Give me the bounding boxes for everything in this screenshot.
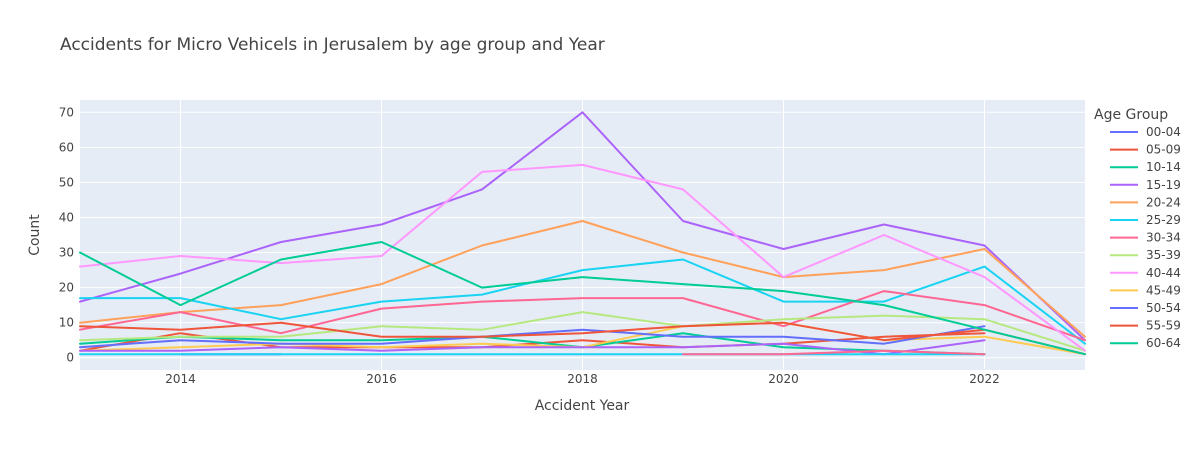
series-line-unlabeled-13	[79, 339, 986, 356]
y-tick-label: 40	[59, 210, 74, 224]
legend-label: 20-24	[1146, 195, 1181, 209]
legend-item-55-59[interactable]: 55-59	[1110, 319, 1181, 333]
series-line-50-54	[79, 325, 986, 349]
legend-item-10-14[interactable]: 10-14	[1110, 160, 1181, 174]
series-line-60-64	[79, 241, 1086, 356]
legend-label: 00-04	[1146, 125, 1181, 139]
legend[interactable]: 00-04 05-09 10-14 15-19 20-24 25-29 30-34 35-39…	[1110, 125, 1181, 350]
series-line-40-44	[79, 163, 1086, 352]
x-tick-label: 2018	[567, 372, 598, 386]
legend-item-05-09[interactable]: 05-09	[1110, 143, 1181, 157]
chart-title: Accidents for Micro Vehicels in Jerusale…	[60, 35, 605, 55]
legend-item-50-54[interactable]: 50-54	[1110, 301, 1181, 315]
x-tick-label: 2020	[768, 372, 799, 386]
y-tick-label: 60	[59, 140, 74, 154]
series-line-55-59	[79, 321, 1086, 356]
x-tick-label: 2016	[366, 372, 397, 386]
y-tick-label: 70	[59, 105, 74, 119]
gridlines	[80, 100, 1085, 370]
legend-label: 50-54	[1146, 301, 1181, 315]
x-tick-label: 2022	[969, 372, 1000, 386]
legend-item-45-49[interactable]: 45-49	[1110, 283, 1181, 297]
legend-label: 60-64	[1146, 336, 1181, 350]
series-lines	[79, 111, 1086, 356]
legend-title: Age Group	[1094, 107, 1168, 123]
legend-item-20-24[interactable]: 20-24	[1110, 195, 1181, 209]
legend-label: 15-19	[1146, 178, 1181, 192]
y-tick-label: 50	[59, 175, 74, 189]
legend-item-15-19[interactable]: 15-19	[1110, 178, 1181, 192]
axis-ticks: 0 10 20 30 40 50 60 70 2014 2016 2018 2020 2022	[59, 105, 1000, 386]
series-line-20-24	[79, 220, 1086, 338]
y-axis-title: Count	[27, 214, 43, 256]
legend-label: 40-44	[1146, 266, 1181, 280]
x-axis-title: Accident Year	[535, 398, 630, 414]
legend-item-40-44[interactable]: 40-44	[1110, 266, 1181, 280]
x-tick-label: 2014	[165, 372, 196, 386]
y-tick-label: 20	[59, 281, 74, 295]
legend-item-30-34[interactable]: 30-34	[1110, 231, 1181, 245]
y-tick-label: 30	[59, 246, 74, 260]
legend-label: 10-14	[1146, 160, 1181, 174]
legend-item-35-39[interactable]: 35-39	[1110, 248, 1181, 262]
legend-label: 25-29	[1146, 213, 1181, 227]
legend-label: 05-09	[1146, 143, 1181, 157]
legend-item-00-04[interactable]: 00-04	[1110, 125, 1181, 139]
series-line-15-19	[79, 111, 1086, 342]
y-tick-label: 10	[59, 316, 74, 330]
legend-item-25-29[interactable]: 25-29	[1110, 213, 1181, 227]
legend-label: 35-39	[1146, 248, 1181, 262]
series-line-30-34	[79, 290, 1086, 342]
series-line-35-39	[79, 311, 1086, 352]
legend-item-60-64[interactable]: 60-64	[1110, 336, 1181, 350]
y-tick-label: 0	[66, 351, 74, 365]
series-line-unlabeled-15	[682, 349, 986, 356]
legend-label: 30-34	[1146, 231, 1181, 245]
series-line-25-29	[79, 258, 1086, 345]
legend-label: 45-49	[1146, 283, 1181, 297]
legend-label: 55-59	[1146, 319, 1181, 333]
